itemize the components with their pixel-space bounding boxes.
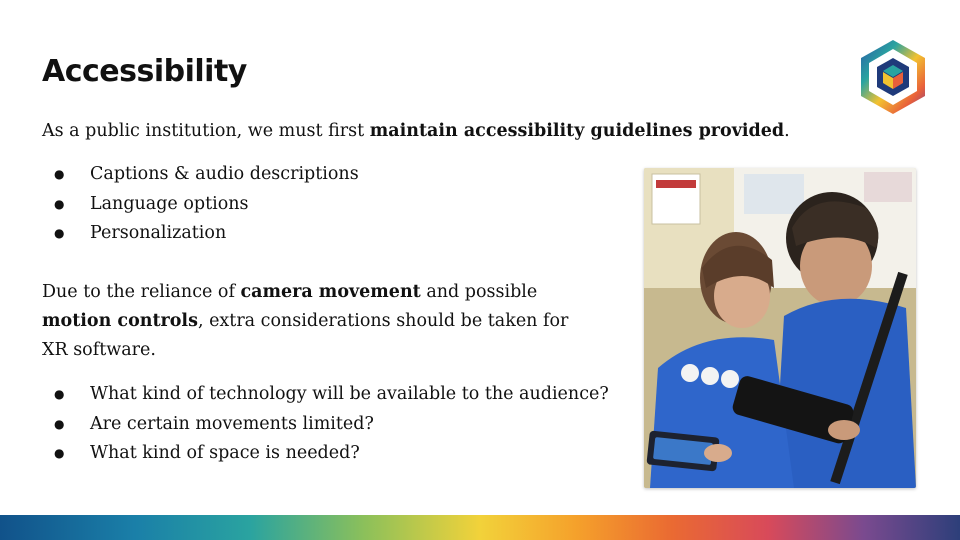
bullet-item: Are certain movements limited? [42,410,609,440]
xr-questions-list: What kind of technology will be availabl… [42,380,609,469]
intro-end: . [784,121,790,141]
xr-text: , extra considerations should be taken f… [197,311,569,331]
children-using-tablets-photo [644,168,916,488]
footer-gradient-bar [0,515,960,540]
bullet-item: Captions & audio descriptions [42,160,359,190]
xr-text: XR software. [42,340,156,360]
xr-paragraph: Due to the reliance of camera movement a… [42,278,568,365]
xr-text: Due to the reliance of [42,282,241,302]
bullet-item: Personalization [42,219,359,249]
bullet-item: What kind of technology will be availabl… [42,380,609,410]
slide-title: Accessibility [42,54,247,89]
bullet-item: Language options [42,190,359,220]
photo-illustration [644,168,916,488]
hexagon-cube-logo-icon [861,40,925,114]
xr-text: and possible [420,282,538,302]
intro-bold-text: maintain accessibility guidelines provid… [369,121,785,141]
intro-text: As a public institution, we must first [42,121,370,141]
accessibility-bullet-list: Captions & audio descriptions Language o… [42,160,359,249]
xr-bold-text: camera movement [240,282,421,302]
intro-paragraph: As a public institution, we must first m… [42,117,790,146]
xr-bold-text: motion controls [42,311,198,331]
bullet-item: What kind of space is needed? [42,439,609,469]
